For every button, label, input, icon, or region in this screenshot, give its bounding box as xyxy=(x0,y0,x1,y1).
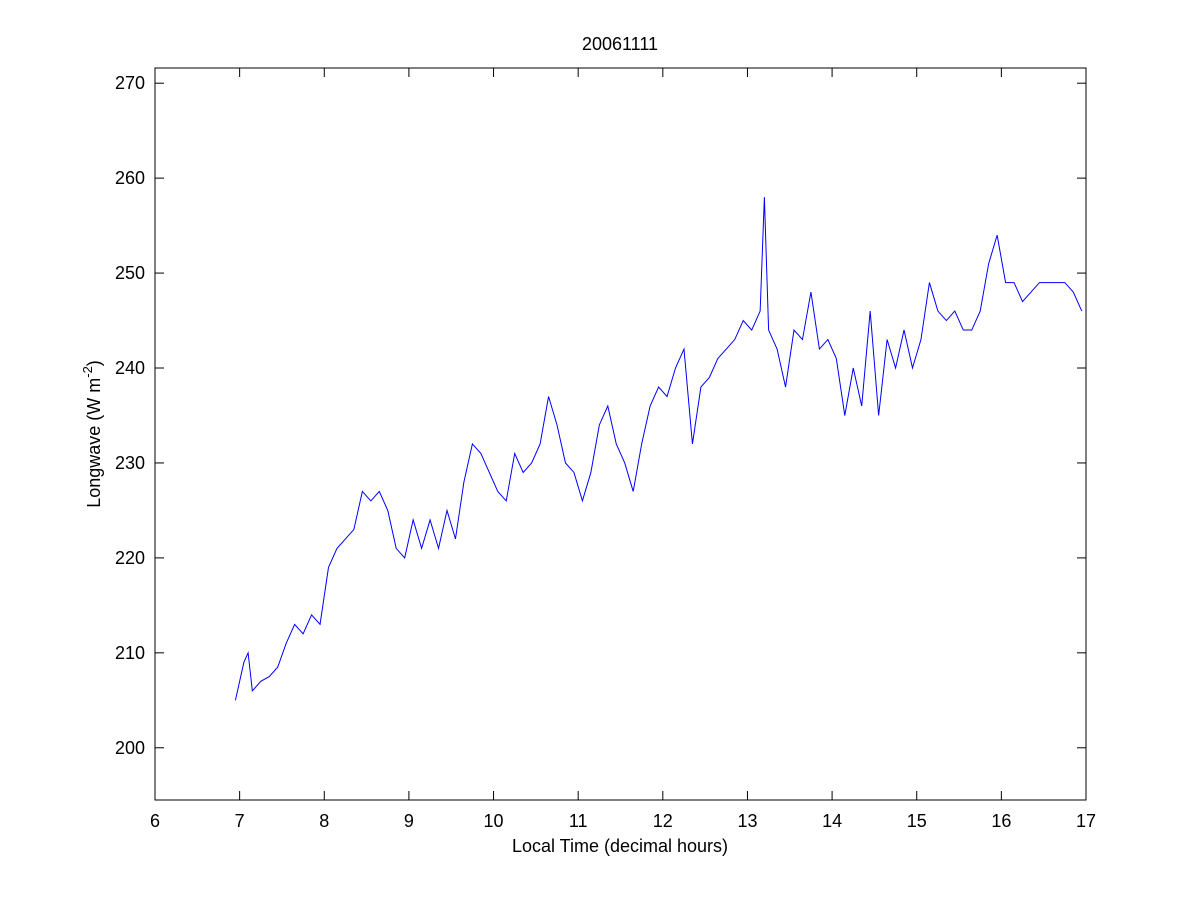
plot-area xyxy=(154,67,1087,801)
x-tick-label: 14 xyxy=(822,811,842,831)
x-tick-label: 13 xyxy=(737,811,757,831)
x-tick-label: 12 xyxy=(653,811,673,831)
y-tick-label: 240 xyxy=(115,358,145,378)
y-tick-label: 270 xyxy=(115,73,145,93)
x-tick-label: 15 xyxy=(907,811,927,831)
y-tick-label: 250 xyxy=(115,263,145,283)
x-tick-label: 6 xyxy=(150,811,160,831)
y-tick-label: 220 xyxy=(115,548,145,568)
data-line xyxy=(234,197,1083,701)
y-label-end: ) xyxy=(84,360,104,366)
y-tick-label: 210 xyxy=(115,643,145,663)
x-tick-label: 7 xyxy=(235,811,245,831)
y-tick-label: 260 xyxy=(115,168,145,188)
x-axis-label: Local Time (decimal hours) xyxy=(512,836,728,856)
x-tick-label: 10 xyxy=(484,811,504,831)
x-tick-label: 17 xyxy=(1076,811,1096,831)
y-axis-label: Longwave (W m-2) xyxy=(80,360,104,508)
x-tick-label: 8 xyxy=(319,811,329,831)
x-tick-label: 11 xyxy=(569,811,588,831)
chart-title: 20061111 xyxy=(582,34,658,54)
y-label-sup: -2 xyxy=(80,366,95,378)
y-tick-label: 230 xyxy=(115,453,145,473)
y-label-text: Longwave (W m xyxy=(84,378,104,508)
x-tick-label: 9 xyxy=(404,811,414,831)
x-tick-label: 16 xyxy=(991,811,1011,831)
y-tick-label: 200 xyxy=(115,738,145,758)
